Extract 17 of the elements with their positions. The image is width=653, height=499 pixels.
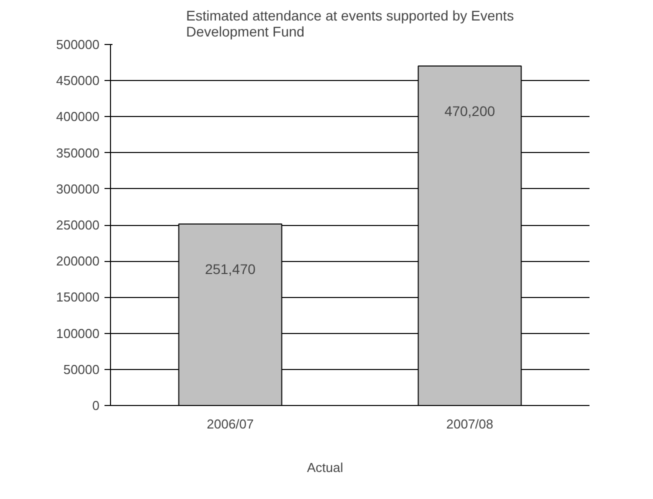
y-tick-label: 500000 <box>56 37 100 52</box>
y-tick-label: 450000 <box>56 73 100 88</box>
data-label: 251,470 <box>204 260 256 277</box>
x-tick-label: 2007/08 <box>446 416 494 432</box>
y-tick-label: 350000 <box>56 145 100 160</box>
data-label: 470,200 <box>444 103 496 120</box>
y-tick-label: 150000 <box>56 290 100 305</box>
y-tick-label: 100000 <box>56 326 100 341</box>
x-tick-label: 2006/07 <box>206 416 254 432</box>
y-tick-label: 50000 <box>63 362 100 377</box>
y-tick-label: 300000 <box>56 181 100 196</box>
y-tick-label: 250000 <box>56 218 100 232</box>
y-tick-label: 200000 <box>56 254 100 269</box>
text: Actual <box>307 460 344 475</box>
y-tick-label: 0 <box>92 398 100 413</box>
y-tick-label: 400000 <box>56 109 100 124</box>
chart-title: Estimated attendance at events supported by Events Development Fund <box>186 8 514 40</box>
